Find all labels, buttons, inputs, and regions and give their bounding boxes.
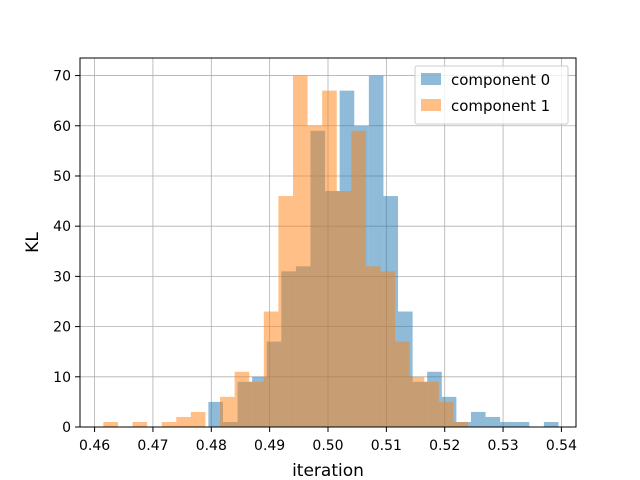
x-tick-label: 0.50 [312, 438, 343, 454]
histogram-bar [322, 90, 337, 427]
histogram-bar [292, 75, 308, 428]
histogram-bar [453, 421, 469, 427]
histogram-bar [103, 421, 118, 427]
y-tick-label: 30 [53, 269, 71, 285]
histogram-bar [395, 341, 410, 427]
x-axis-label: iteration [292, 461, 364, 480]
histogram-bar [263, 311, 279, 427]
histogram-bar [485, 416, 501, 427]
histogram-bar [220, 396, 235, 427]
histogram-bar [514, 421, 530, 427]
x-tick-label: 0.49 [254, 438, 285, 454]
legend-swatch-component-1 [421, 99, 441, 111]
histogram-bar [190, 411, 206, 427]
histogram-bar [500, 421, 515, 427]
ticks: 0.46 0.47 0.48 0.49 0.50 0.51 0.52 0.53 0.54 0 10 2… [53, 69, 577, 454]
histogram-bar [336, 191, 352, 427]
legend-label-component-0: component 0 [451, 71, 550, 89]
histogram-bar [132, 421, 148, 427]
histogram-bar [424, 381, 439, 427]
y-tick-label: 0 [62, 420, 71, 436]
series-1-bars [103, 75, 469, 428]
histogram-bar [438, 401, 454, 427]
x-tick-label: 0.46 [79, 438, 110, 454]
histogram-bar [351, 130, 366, 428]
histogram-bar [307, 125, 323, 427]
histogram-bar [543, 421, 559, 427]
bars [103, 75, 559, 428]
histogram-bar [278, 196, 293, 427]
histogram-bar [380, 271, 396, 427]
y-tick-label: 20 [53, 320, 71, 336]
histogram-bar [208, 401, 223, 427]
histogram-bar [470, 411, 486, 427]
x-tick-label: 0.47 [137, 438, 168, 454]
histogram-bar [249, 381, 264, 427]
legend-label-component-1: component 1 [451, 97, 550, 115]
histogram-bar [365, 266, 381, 427]
y-tick-label: 60 [53, 119, 71, 135]
y-tick-label: 40 [53, 219, 71, 235]
legend-box [414, 65, 569, 125]
histogram-bar [161, 421, 177, 427]
y-tick-label: 50 [53, 169, 71, 185]
y-tick-label: 70 [53, 69, 71, 85]
x-tick-label: 0.48 [196, 438, 227, 454]
y-tick-label: 10 [53, 370, 71, 386]
legend: component 0 component 1 [414, 65, 569, 125]
x-tick-label: 0.53 [487, 438, 518, 454]
x-tick-label: 0.52 [429, 438, 460, 454]
legend-swatch-component-0 [421, 73, 441, 85]
histogram-bar [176, 416, 191, 427]
histogram-bar [234, 371, 250, 427]
x-tick-label: 0.54 [546, 438, 577, 454]
y-axis-label: KL [23, 232, 43, 253]
x-tick-label: 0.51 [371, 438, 402, 454]
histogram-bar [409, 376, 425, 427]
